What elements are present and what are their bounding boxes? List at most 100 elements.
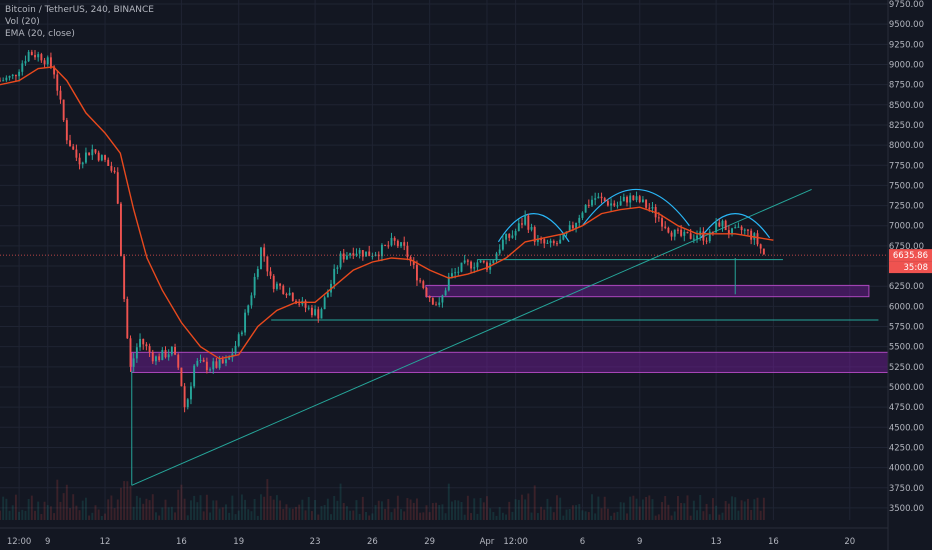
volume-bar <box>546 498 549 520</box>
volume-bar <box>323 505 326 520</box>
volume-bar <box>43 501 46 520</box>
y-tick-label: 5250.00 <box>889 363 924 373</box>
volume-bar <box>667 504 670 520</box>
volume-bar <box>40 514 43 520</box>
candle-body <box>536 239 539 242</box>
candle-body <box>380 244 383 257</box>
volume-bar <box>253 498 256 520</box>
candle-body <box>466 260 469 262</box>
volume-bar <box>762 497 765 520</box>
volume-bar <box>724 501 727 520</box>
candle-body <box>517 223 520 231</box>
candle-body <box>425 288 428 296</box>
candle-body <box>734 227 737 229</box>
candle-body <box>107 159 110 166</box>
candle-body <box>406 245 409 258</box>
volume-bar <box>479 498 482 520</box>
volume-bar <box>247 509 250 520</box>
volume-bar <box>374 505 377 520</box>
volume-bar <box>333 495 336 520</box>
volume-bar <box>72 494 75 520</box>
x-tick-label: Apr <box>480 537 495 547</box>
candle-body <box>139 338 141 348</box>
volume-bar <box>708 514 711 520</box>
volume-bar <box>718 514 721 520</box>
volume-bar <box>215 500 218 520</box>
candle-body <box>260 247 262 270</box>
x-tick-label: 12:00 <box>503 537 528 547</box>
volume-bar <box>422 512 425 520</box>
candle-body <box>747 229 749 231</box>
volume-bar <box>100 515 103 520</box>
volume-bar <box>600 508 603 520</box>
candle-body <box>635 196 638 201</box>
candle-body <box>731 228 733 234</box>
candle-body <box>199 359 202 361</box>
candle-body <box>498 249 501 254</box>
volume-bar <box>75 505 78 520</box>
y-tick-label: 9250.00 <box>889 40 924 50</box>
candle-body <box>670 232 673 237</box>
volume-bar <box>336 500 339 520</box>
legend-volume: Vol (20) <box>5 17 40 27</box>
candle-body <box>59 90 62 100</box>
candle-body <box>40 54 43 61</box>
volume-bar <box>27 498 30 520</box>
candle-body <box>591 199 593 206</box>
volume-bar <box>390 512 393 520</box>
volume-bar <box>256 515 259 520</box>
volume-bar <box>126 481 129 520</box>
volume-bar <box>69 508 71 520</box>
volume-bar <box>183 498 186 520</box>
candle-body <box>225 359 227 364</box>
volume-bar <box>62 493 65 520</box>
candle-body <box>393 237 396 241</box>
volume-bar <box>626 513 628 520</box>
volume-bar <box>619 502 622 520</box>
volume-bar <box>565 509 568 520</box>
volume-bar <box>14 494 17 520</box>
candle-body <box>626 196 628 203</box>
candle-body <box>600 196 603 199</box>
legend-title: Bitcoin / TetherUS, 240, BINANCE <box>5 5 154 15</box>
candle-body <box>228 357 231 360</box>
volume-bar <box>587 512 590 520</box>
volume-bar <box>406 498 409 520</box>
candle-body <box>594 198 597 200</box>
candle-body <box>100 155 103 161</box>
volume-bar <box>34 510 36 520</box>
candle-body <box>212 361 215 370</box>
volume-bar <box>454 500 457 520</box>
volume-bar <box>139 497 141 520</box>
volume-bar <box>91 512 94 520</box>
candle-body <box>361 250 364 257</box>
volume-bar <box>142 503 145 520</box>
y-tick-label: 4500.00 <box>889 423 924 433</box>
candle-body <box>161 349 164 361</box>
volume-bar <box>18 511 21 520</box>
volume-bar <box>326 498 329 520</box>
candle-body <box>702 231 705 241</box>
volume-bar <box>514 499 517 520</box>
volume-bar <box>272 499 275 520</box>
candle-body <box>310 307 313 316</box>
y-tick-label: 3750.00 <box>889 484 924 494</box>
candle-body <box>190 386 192 400</box>
candle-body <box>352 253 355 256</box>
candle-body <box>314 309 317 316</box>
candle-body <box>451 273 453 277</box>
candle-body <box>622 196 625 202</box>
volume-bar <box>221 507 224 520</box>
volume-bar <box>463 514 466 520</box>
candle-body <box>533 227 536 242</box>
candle-body <box>562 233 565 240</box>
volume-bar <box>578 504 581 520</box>
candle-body <box>606 201 609 206</box>
volume-bar <box>177 489 180 520</box>
volume-bar <box>97 509 100 520</box>
volume-bar <box>167 507 170 520</box>
y-tick-label: 7500.00 <box>889 181 924 191</box>
candle-body <box>339 253 342 268</box>
candle-body <box>651 207 654 209</box>
